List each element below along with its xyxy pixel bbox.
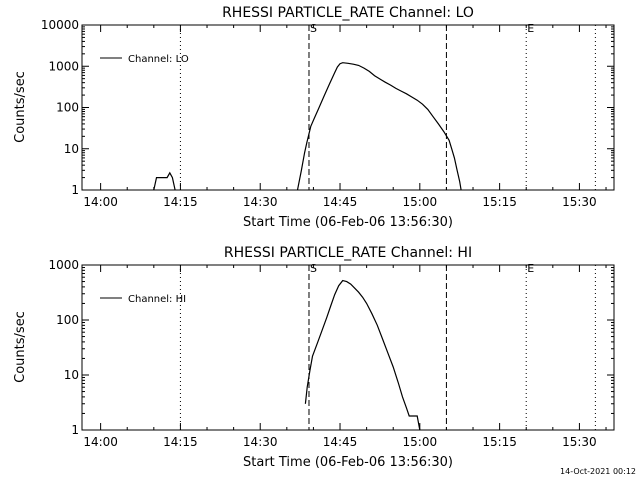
x-tick-label: 15:00: [403, 195, 438, 209]
y-axis-label: Counts/sec: [13, 311, 28, 383]
x-tick-label: 14:15: [163, 195, 198, 209]
y-tick-label: 1000: [48, 258, 79, 272]
x-axis-label: Start Time (06-Feb-06 13:56:30): [243, 455, 453, 470]
plot-frame: [81, 264, 615, 431]
series-line: [153, 171, 176, 190]
y-tick-label: 100: [56, 101, 79, 115]
y-tick-label: 10000: [41, 18, 79, 32]
series-line: [296, 62, 462, 190]
y-tick-label: 1: [71, 183, 79, 197]
x-tick-label: 15:15: [482, 435, 517, 449]
y-tick-label: 100: [56, 313, 79, 327]
x-tick-label: 14:30: [243, 195, 278, 209]
panel-lo: RHESSI PARTICLE_RATE Channel: LO Start T…: [13, 5, 615, 230]
x-tick-label: 15:00: [403, 435, 438, 449]
x-axis-label: Start Time (06-Feb-06 13:56:30): [243, 215, 453, 230]
x-tick-label: 15:15: [482, 195, 517, 209]
y-tick-label: 10: [64, 142, 79, 156]
x-tick-label: 14:00: [83, 435, 118, 449]
x-tick-label: 14:45: [323, 435, 358, 449]
time-marker-label: E: [527, 262, 534, 275]
chart-title: RHESSI PARTICLE_RATE Channel: LO: [222, 5, 474, 21]
plot-frame: [81, 24, 615, 191]
x-tick-label: 15:30: [562, 435, 597, 449]
time-marker-label: S: [310, 22, 317, 35]
footer-timestamp: 14-Oct-2021 00:12: [560, 467, 636, 476]
x-tick-label: 14:45: [323, 195, 358, 209]
y-tick-label: 10: [64, 368, 79, 382]
legend-label: Channel: HI: [128, 294, 186, 305]
y-tick-label: 1000: [48, 59, 79, 73]
x-tick-label: 14:00: [83, 195, 118, 209]
x-tick-label: 14:15: [163, 435, 198, 449]
x-tick-label: 14:30: [243, 435, 278, 449]
legend-label: Channel: LO: [128, 54, 189, 65]
time-marker-label: E: [527, 22, 534, 35]
x-tick-label: 15:30: [562, 195, 597, 209]
series-line: [304, 279, 421, 430]
time-marker-label: S: [310, 262, 317, 275]
y-tick-label: 1: [71, 423, 79, 437]
panel-hi: RHESSI PARTICLE_RATE Channel: HI Start T…: [13, 245, 615, 470]
y-axis-label: Counts/sec: [13, 71, 28, 143]
chart-title: RHESSI PARTICLE_RATE Channel: HI: [224, 245, 472, 261]
